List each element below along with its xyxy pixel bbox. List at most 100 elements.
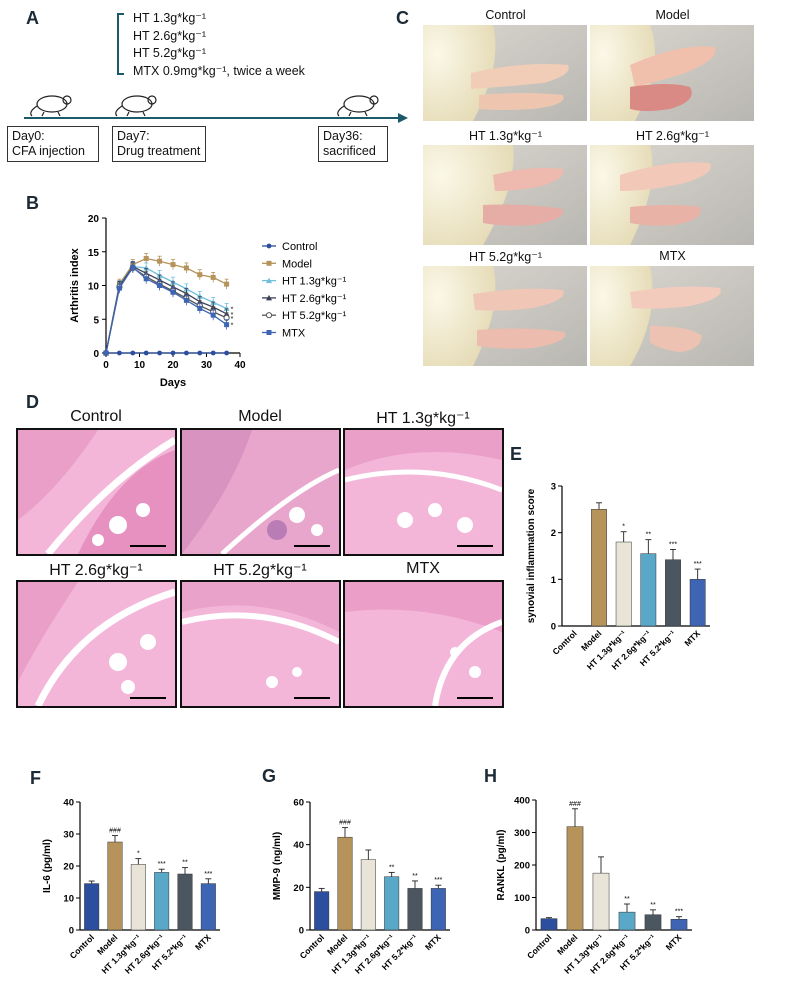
- data-point: [143, 264, 150, 271]
- significance-mark: **: [412, 873, 418, 880]
- x-axis-title: Days: [160, 377, 186, 389]
- data-point: [210, 274, 216, 280]
- category-label: MTX: [193, 932, 213, 952]
- significance-mark: *: [231, 316, 234, 323]
- legend-marker: [266, 330, 272, 335]
- data-point: [157, 283, 163, 288]
- x-tick-label: 0: [103, 360, 109, 371]
- photo-title: HT 5.2g*kg⁻¹: [468, 250, 543, 264]
- rat-icon: [30, 95, 72, 117]
- significance-mark: *: [231, 312, 234, 319]
- bar: [384, 876, 400, 931]
- timeline-arrowhead: [398, 113, 408, 123]
- histology-ht26: [16, 580, 177, 708]
- event-day7: Day7: Drug treatment: [112, 126, 206, 162]
- y-axis-title: IL-6 (pg/ml): [42, 839, 53, 893]
- category-label: MTX: [423, 932, 443, 952]
- significance-mark: **: [389, 864, 395, 871]
- legend-marker: [266, 243, 272, 249]
- photo-ht52: [423, 266, 587, 366]
- timeline-graphic: [24, 13, 408, 123]
- significance-mark: ###: [109, 828, 121, 835]
- data-point: [210, 350, 216, 356]
- histology-mtx: [343, 580, 504, 708]
- y-tick-label: 0: [93, 349, 99, 360]
- legend-label: HT 2.6g*kg⁻¹: [282, 293, 347, 305]
- photo-model: [590, 25, 754, 121]
- significance-mark: ***: [669, 541, 677, 548]
- bar: [430, 888, 446, 931]
- significance-mark: **: [182, 860, 188, 867]
- data-point: [116, 285, 122, 291]
- event-day-label: Day7:: [117, 129, 150, 143]
- bar: [177, 873, 193, 931]
- treatment-item: HT 2.6g*kg⁻¹: [133, 28, 207, 43]
- y-tick-label: 400: [514, 796, 530, 807]
- y-tick-label: 10: [63, 894, 74, 905]
- photo-title: HT 1.3g*kg⁻¹: [468, 129, 543, 143]
- treatment-item: HT 1.3g*kg⁻¹: [133, 11, 207, 25]
- bar: [670, 919, 688, 931]
- significance-mark: *: [231, 306, 234, 313]
- bar: [592, 872, 610, 931]
- photo-ht13: [423, 145, 587, 245]
- y-tick-label: 20: [88, 214, 100, 225]
- histology-ht52: [180, 580, 341, 708]
- data-point: [223, 305, 230, 311]
- y-tick-label: 0: [525, 926, 530, 937]
- histology-model: [180, 428, 341, 556]
- legend-label: MTX: [282, 328, 306, 340]
- bar: [360, 859, 376, 931]
- treatment-item: HT 5.2g*kg⁻¹: [133, 46, 207, 60]
- significance-mark: *: [137, 851, 140, 858]
- rankl-chart: 0 100 200 300 400 RANKL (pg/ml) Control ### Mode…: [496, 796, 692, 976]
- legend-label: Model: [282, 258, 312, 270]
- histology-title: Model: [238, 408, 282, 425]
- legend-label: HT 1.3g*kg⁻¹: [282, 276, 347, 288]
- data-point: [170, 350, 176, 356]
- y-tick-label: 40: [63, 798, 74, 809]
- histology-title: HT 2.6g*kg⁻¹: [49, 562, 143, 579]
- data-point: [196, 293, 203, 299]
- bar: [314, 891, 330, 931]
- event-description: sacrificed: [323, 144, 376, 158]
- data-point: [170, 262, 176, 268]
- data-point: [183, 265, 189, 271]
- bar: [618, 911, 636, 931]
- category-label: MTX: [682, 628, 702, 648]
- scale-bar: [294, 697, 330, 699]
- panel-g-letter: G: [262, 766, 277, 786]
- bar: [644, 914, 662, 931]
- event-description: CFA injection: [12, 144, 85, 158]
- bar: [540, 918, 558, 931]
- significance-mark: ###: [569, 801, 581, 808]
- data-point: [197, 272, 203, 278]
- histology-title: Control: [70, 408, 122, 425]
- histology-title: HT 5.2g*kg⁻¹: [213, 562, 307, 579]
- significance-mark: ***: [675, 909, 683, 916]
- data-point: [103, 350, 109, 356]
- photo-mtx: [590, 266, 754, 366]
- legend-marker: [266, 277, 272, 284]
- category-label: Control: [298, 932, 326, 960]
- histology-control: [16, 428, 177, 556]
- data-point: [170, 289, 176, 295]
- event-day-label: Day36:: [323, 129, 363, 143]
- event-day36: Day36: sacrificed: [318, 126, 388, 162]
- significance-mark: ***: [694, 561, 702, 568]
- bar: [566, 826, 584, 931]
- treatment-list: HT 1.3g*kg⁻¹ HT 2.6g*kg⁻¹ HT 5.2g*kg⁻¹ M…: [133, 10, 305, 80]
- y-tick-label: 5: [93, 315, 99, 326]
- bar: [665, 559, 681, 627]
- photo-title: HT 2.6g*kg⁻¹: [635, 129, 710, 143]
- legend-marker: [266, 294, 272, 301]
- y-tick-label: 100: [514, 893, 530, 904]
- y-tick-label: 15: [88, 248, 100, 259]
- significance-mark: ***: [434, 877, 442, 884]
- histology-title: HT 1.3g*kg⁻¹: [376, 410, 470, 427]
- significance-mark: *: [231, 323, 234, 330]
- y-tick-label: 0: [551, 622, 556, 633]
- y-axis-title: Arthritis index: [69, 247, 81, 322]
- legend-marker: [266, 260, 272, 266]
- data-point: [130, 350, 136, 356]
